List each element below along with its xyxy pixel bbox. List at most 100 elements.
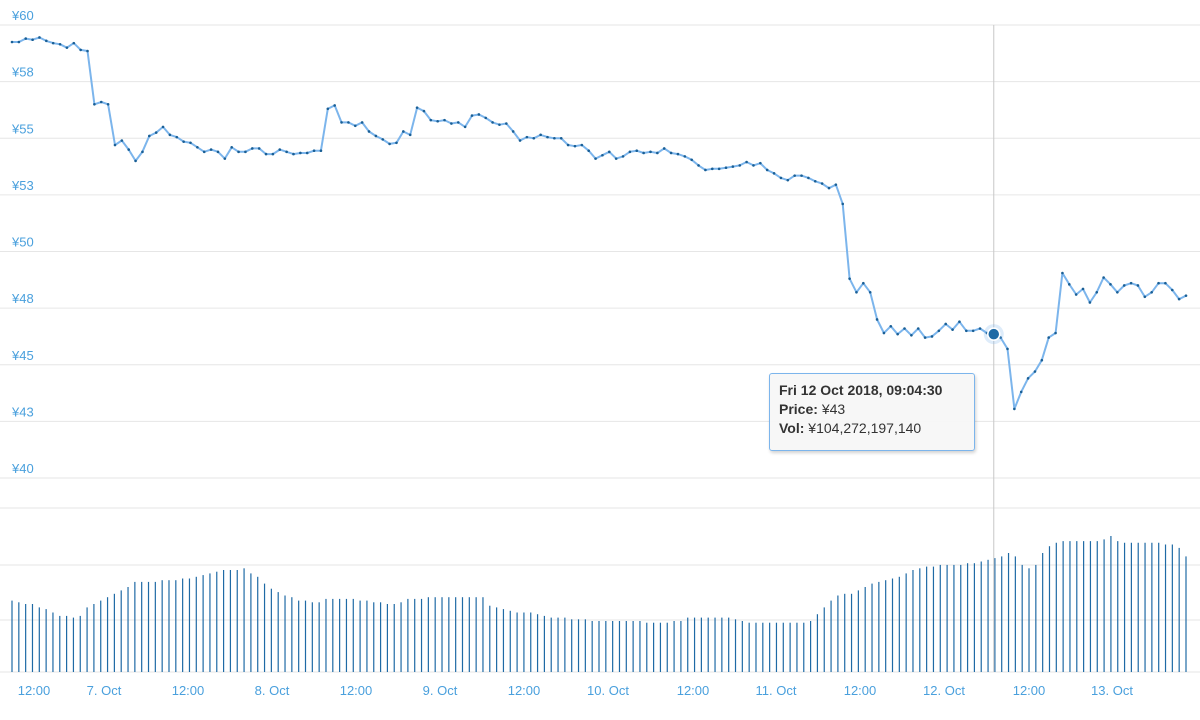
price-point (999, 336, 1002, 339)
price-point (264, 152, 268, 156)
price-point (319, 149, 323, 153)
price-point (656, 151, 659, 155)
price-point (958, 320, 961, 324)
price-point (779, 176, 783, 180)
price-point (1129, 281, 1133, 285)
price-point (79, 48, 82, 52)
price-point (244, 150, 247, 154)
tooltip-volume-value: ¥104,272,197,140 (808, 420, 922, 436)
price-point (786, 178, 790, 182)
price-point (1170, 288, 1174, 292)
price-point (58, 42, 62, 46)
price-point (1095, 290, 1099, 294)
price-point (820, 182, 824, 185)
hover-marker[interactable] (987, 327, 1001, 341)
price-point (51, 41, 55, 45)
price-point (299, 151, 302, 155)
tooltip-price-label: Price: (779, 401, 818, 417)
price-point (752, 164, 755, 167)
price-point (312, 149, 316, 153)
price-point (1136, 284, 1140, 287)
y-tick-label: ¥55 (11, 121, 34, 136)
price-point (491, 121, 494, 124)
price-point (498, 123, 501, 126)
price-point (607, 150, 611, 154)
price-point (1157, 281, 1160, 285)
price-point (710, 167, 714, 171)
x-tick-label: 9. Oct (423, 683, 458, 698)
price-point (484, 116, 488, 120)
price-point (1177, 297, 1181, 301)
x-tick-label: 7. Oct (87, 683, 122, 698)
price-point (539, 133, 542, 137)
price-point (1164, 281, 1167, 285)
price-point (196, 146, 199, 149)
price-point (93, 102, 96, 106)
price-point (573, 144, 577, 148)
y-tick-label: ¥43 (11, 404, 34, 419)
price-point (1026, 377, 1030, 380)
volume-bars (11, 536, 1187, 672)
price-point (24, 37, 28, 40)
price-point (271, 152, 275, 156)
price-point (408, 133, 412, 137)
price-point (134, 159, 137, 163)
x-tick-label: 12:00 (340, 683, 373, 698)
price-point (1088, 301, 1092, 304)
price-point (443, 118, 446, 122)
price-point (175, 135, 179, 139)
price-point (971, 329, 975, 333)
price-point (676, 152, 680, 156)
price-point (45, 39, 48, 43)
y-tick-label: ¥48 (11, 291, 34, 306)
price-point (230, 146, 233, 149)
price-point (168, 133, 172, 137)
price-point (450, 122, 453, 125)
price-point (683, 155, 687, 158)
x-tick-label: 12:00 (18, 683, 51, 698)
price-point (422, 109, 426, 113)
price-point (731, 165, 735, 168)
price-point (154, 131, 158, 134)
price-point (141, 150, 144, 154)
price-point (1040, 358, 1044, 362)
price-point (292, 152, 295, 156)
price-series-line[interactable] (12, 36, 1187, 410)
price-point (944, 322, 948, 326)
gridlines (0, 24, 1200, 673)
price-point (38, 36, 41, 39)
price-point (31, 38, 34, 42)
price-point (525, 135, 529, 139)
price-point (278, 148, 282, 151)
price-point (333, 104, 336, 107)
price-point (395, 141, 398, 145)
price-point (772, 172, 776, 175)
price-point (305, 151, 309, 155)
price-point (10, 40, 14, 44)
price-point (99, 100, 103, 104)
price-point (807, 176, 810, 180)
price-point (669, 151, 673, 155)
price-point (690, 158, 693, 162)
price-point (415, 106, 419, 109)
price-point (326, 107, 330, 111)
tooltip-volume-label: Vol: (779, 420, 805, 436)
price-point (189, 141, 192, 145)
price-point (862, 281, 865, 285)
price-point (106, 102, 110, 106)
price-point (1074, 293, 1078, 296)
price-point (1067, 283, 1071, 286)
price-point (72, 41, 76, 45)
price-point (855, 290, 858, 294)
price-point (456, 121, 460, 124)
y-tick-label: ¥58 (11, 65, 34, 80)
price-point (546, 135, 549, 139)
price-point (182, 140, 185, 143)
price-point (1013, 407, 1016, 411)
x-tick-label: 11. Oct (756, 683, 797, 698)
price-point (1122, 284, 1126, 287)
x-tick-label: 12:00 (677, 683, 710, 698)
price-point (347, 121, 350, 124)
price-point (759, 161, 762, 165)
